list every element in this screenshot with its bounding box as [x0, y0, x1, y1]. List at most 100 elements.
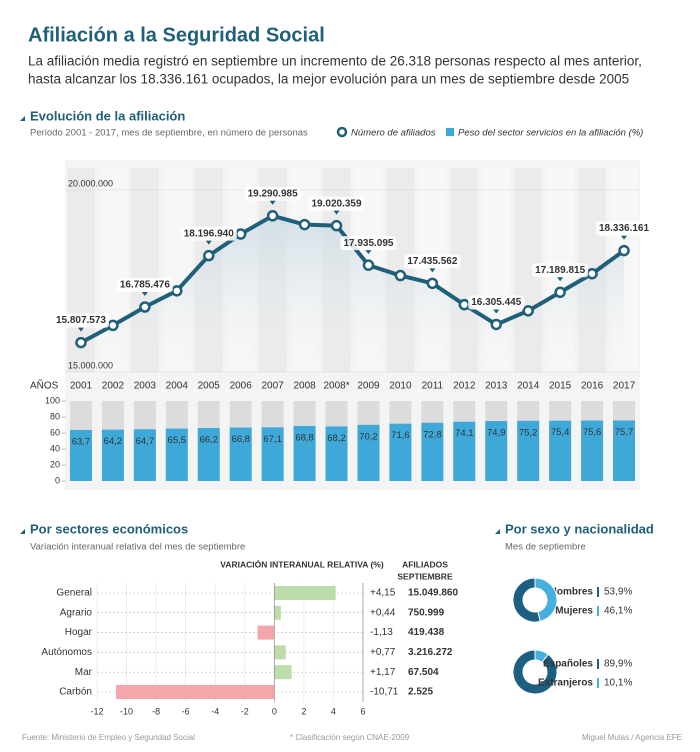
point [426, 277, 439, 290]
point [618, 244, 630, 257]
section-title: Por sectores económicos [30, 521, 188, 536]
column-header: AFILIADOS [402, 559, 448, 569]
afiliados-label: 3.216.272 [408, 647, 453, 658]
bar-value-label: 75,2 [519, 427, 538, 438]
bar-value-label: 65,5 [168, 435, 187, 446]
bar [257, 625, 275, 640]
point [522, 305, 534, 317]
value-label: +0,77 [370, 647, 396, 658]
x-tick-label: -8 [152, 706, 160, 716]
bar-value-label: 63,7 [72, 437, 91, 448]
x-tick-label: 2016 [581, 381, 604, 392]
x-tick-label: 2010 [389, 381, 412, 392]
bar [274, 665, 292, 680]
bar [357, 424, 380, 481]
point [586, 267, 598, 280]
category-label: Mujeres [555, 606, 593, 617]
value-label-box [52, 313, 110, 328]
bar-value-label: 70,2 [359, 431, 378, 442]
value-label: -10,71 [370, 687, 399, 698]
legend-marker [446, 128, 454, 136]
x-tick-label: 2014 [517, 381, 540, 392]
bar-value-label: 64,7 [136, 436, 155, 447]
x-tick-label: 2006 [230, 381, 253, 392]
section-marker [20, 116, 25, 121]
bar-value-label: 66,8 [231, 434, 250, 445]
x-tick-label: 2017 [613, 381, 636, 392]
x-axis-label: AÑOS [30, 379, 59, 392]
y-tick-label: 20.000.000 [68, 178, 113, 188]
bar [613, 420, 636, 481]
point [554, 286, 566, 299]
bar-value-label: 74,1 [455, 428, 474, 439]
value-label: 89,9% [604, 659, 632, 670]
value-label-pointer [333, 210, 340, 215]
x-tick-label: 2008* [323, 381, 349, 392]
bar [274, 605, 281, 620]
value-label-pointer [493, 309, 500, 314]
column-header: VARIACIÓN INTERANUAL RELATIVA (%) [220, 558, 384, 569]
point [362, 259, 375, 271]
value-label-box [532, 263, 589, 278]
bar [69, 430, 92, 481]
value-label: 16.785.476 [120, 280, 170, 291]
x-tick-label: 6 [360, 706, 365, 716]
value-label: 18.196.940 [184, 228, 234, 239]
x-tick-label: 2008 [293, 381, 316, 392]
value-label-box [595, 221, 653, 236]
area [80, 215, 625, 372]
x-tick-label: 2005 [198, 381, 221, 392]
section-title: Por sexo y nacionalidad [505, 521, 654, 536]
x-tick-label: 2004 [166, 381, 189, 392]
credit: Miguel Mulas / Agencia EFE [582, 733, 682, 742]
x-tick-label: 2007 [262, 381, 285, 392]
category-label: Autónomos [41, 647, 92, 658]
bar [549, 420, 572, 481]
category-label: Españoles [543, 659, 593, 670]
source: Fuente: Ministerio de Empleo y Seguridad… [22, 733, 195, 742]
value-label: -1,13 [370, 627, 393, 638]
x-tick-label: 2001 [70, 381, 93, 392]
value-label-box [116, 278, 173, 293]
bar-value-label: 75,7 [615, 427, 634, 438]
legend-marker [336, 126, 348, 138]
value-label: 17.189.815 [535, 265, 585, 276]
afiliados-label: 419.438 [408, 627, 445, 638]
subtitle: hasta alcanzar los 18.336.161 ocupados, … [28, 72, 629, 87]
subtitle: La afiliación media registró en septiemb… [28, 54, 642, 69]
bar-value-label: 64,2 [104, 436, 123, 447]
bar [116, 685, 275, 699]
point [75, 336, 87, 349]
point [490, 318, 502, 331]
bar [197, 428, 220, 481]
column-header: SEPTIEMBRE [397, 571, 453, 581]
category-label: Mar [75, 667, 93, 678]
y2-tick-label: 40 [50, 443, 60, 453]
value-label-box [244, 186, 301, 201]
point [266, 210, 279, 222]
x-tick-label: 2013 [485, 381, 508, 392]
value-label-pointer [365, 250, 372, 255]
value-label-pointer [205, 240, 212, 245]
bar-value-label: 68,8 [295, 432, 314, 443]
value-label: 46,1% [604, 606, 632, 617]
value-label: +1,17 [370, 667, 396, 678]
bar [325, 426, 348, 481]
y2-tick-label: 0 [55, 475, 60, 485]
x-tick-label: -4 [211, 706, 219, 716]
value-label: 19.290.985 [248, 188, 298, 199]
bar-value-label: 68,2 [327, 433, 346, 444]
point [203, 249, 215, 262]
x-tick-label: 4 [331, 706, 336, 716]
x-tick-label: 0 [272, 706, 277, 716]
value-label: +4,15 [370, 588, 396, 599]
value-label-box [308, 196, 365, 211]
y2-tick-label: 80 [50, 411, 60, 421]
bar-value-label: 66,2 [200, 435, 219, 446]
section-subtitle: Mes de septiembre [505, 542, 586, 553]
bar [229, 427, 252, 481]
legend-marker [597, 606, 599, 616]
x-tick-label: 2009 [357, 381, 380, 392]
afiliados-label: 15.049.860 [408, 588, 458, 599]
x-tick-label: 2012 [453, 381, 476, 392]
